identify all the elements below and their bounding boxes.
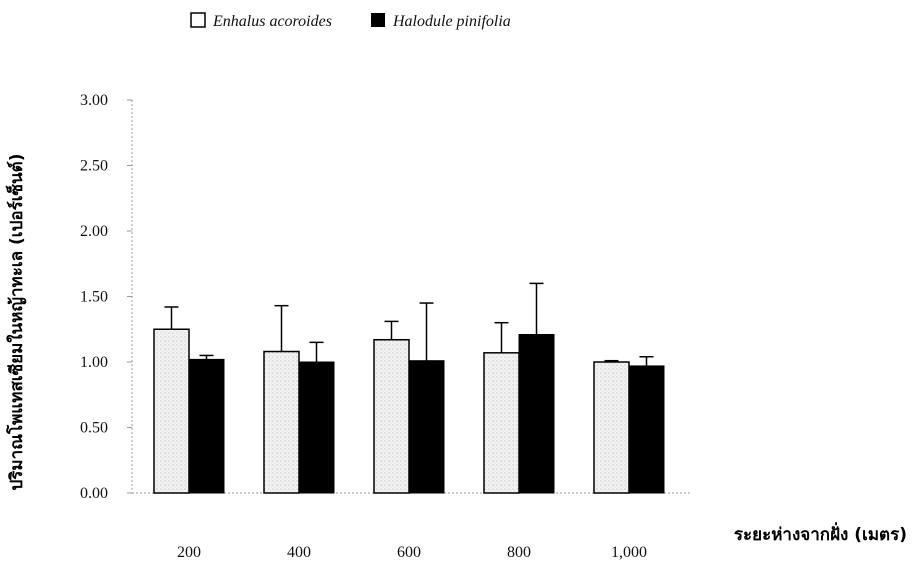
bar-enhalus [373, 338, 410, 494]
y-tick-label: 1.00 [80, 354, 108, 371]
bar-halodule [518, 333, 555, 494]
bar-halodule [628, 365, 665, 494]
bars [153, 282, 665, 494]
y-tick-label: 3.00 [80, 92, 108, 109]
y-tick-label: 2.00 [80, 223, 108, 240]
x-tick-label: 200 [177, 544, 201, 561]
x-axis-title: ระยะห่างจากฝั่ง (เมตร) [734, 522, 907, 545]
legend: Enhalus acoroides Halodule pinifolia [190, 12, 511, 30]
legend-label-enhalus: Enhalus acoroides [212, 13, 332, 30]
y-ticks: 0.00 0.50 1.00 1.50 2.00 2.50 3.00 [80, 92, 132, 502]
bar-enhalus [263, 350, 300, 494]
legend-label-halodule: Halodule pinifolia [392, 13, 511, 30]
bar-halodule [408, 360, 445, 494]
y-tick-label: 1.50 [80, 289, 108, 306]
x-ticks: 200 400 600 800 1,000 [177, 544, 647, 561]
y-tick-label: 0.00 [80, 485, 108, 502]
y-axis-title: ปริมาณโพแทสเซียมในหญ้าทะเล (เปอร์เซ็นต์) [4, 154, 27, 491]
x-tick-label: 800 [507, 544, 531, 561]
y-tick-label: 0.50 [80, 420, 108, 437]
bar-enhalus [593, 361, 630, 494]
x-tick-label: 1,000 [611, 544, 647, 561]
bar-halodule [298, 361, 335, 494]
x-tick-label: 400 [287, 544, 311, 561]
bar-enhalus [483, 352, 520, 494]
legend-swatch-enhalus [190, 12, 206, 28]
y-tick-label: 2.50 [80, 158, 108, 175]
legend-swatch-halodule [371, 13, 385, 27]
bar-enhalus [153, 328, 190, 494]
x-tick-label: 600 [397, 544, 421, 561]
bar-halodule [188, 358, 225, 494]
